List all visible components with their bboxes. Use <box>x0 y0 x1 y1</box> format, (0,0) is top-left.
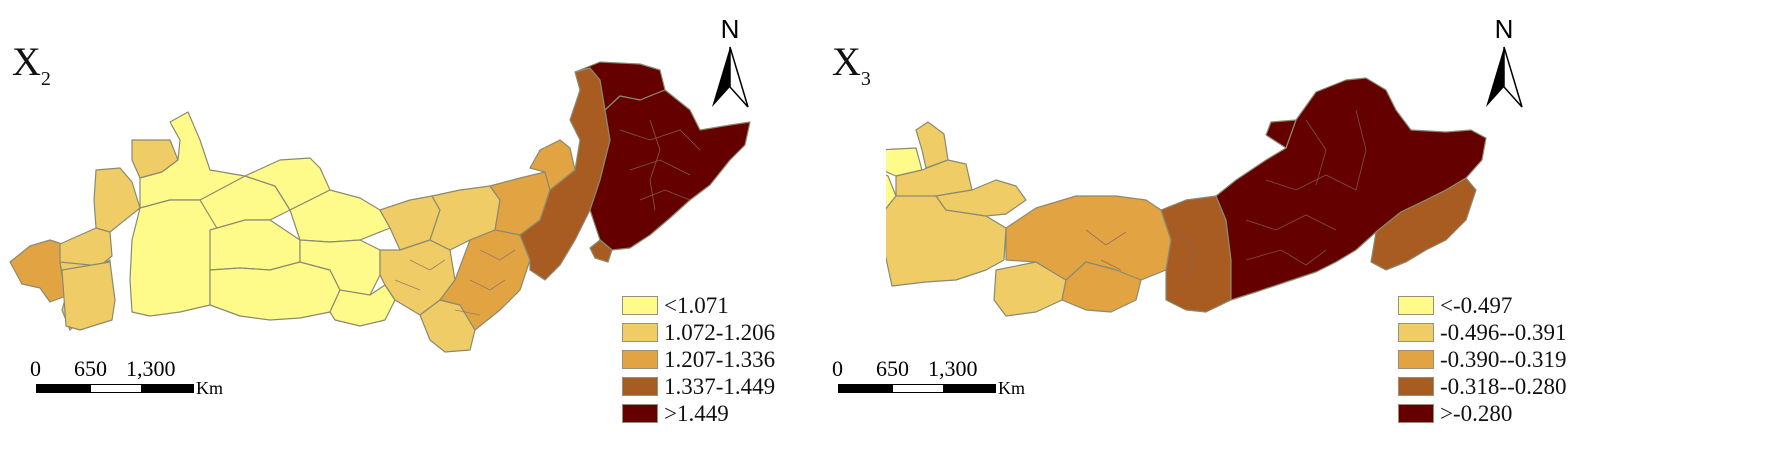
north-arrow-icon <box>1486 46 1523 108</box>
legend-item: 1.072-1.206 <box>622 319 775 346</box>
legend-swatch <box>1398 323 1434 342</box>
legend-swatch <box>1398 377 1434 396</box>
legend-swatch <box>622 350 658 369</box>
legend-item: -0.390--0.319 <box>1398 346 1566 373</box>
north-label: N <box>720 14 740 44</box>
legend-item: >-0.280 <box>1398 400 1566 427</box>
legend-item: 1.337-1.449 <box>622 373 775 400</box>
north-arrow: N <box>708 14 752 116</box>
map-panel-x3: X3 N <box>832 0 1772 465</box>
legend-swatch <box>622 404 658 423</box>
legend: <-0.497 -0.496--0.391 -0.390--0.319 -0.3… <box>1398 292 1566 427</box>
legend-swatch <box>1398 350 1434 369</box>
legend-item: 1.207-1.336 <box>622 346 775 373</box>
legend-swatch <box>622 323 658 342</box>
legend-swatch <box>622 377 658 396</box>
legend: <1.071 1.072-1.206 1.207-1.336 1.337-1.4… <box>622 292 775 427</box>
north-label: N <box>1494 14 1514 44</box>
north-arrow-icon <box>712 46 749 108</box>
scale-bar: 0 650 1,300 Km <box>832 356 1025 398</box>
map-title: X2 <box>12 39 51 90</box>
choropleth-map <box>886 77 1487 317</box>
map-panel-x2: X2 <box>9 14 775 427</box>
legend-swatch <box>1398 296 1434 315</box>
legend-item: <-0.497 <box>1398 292 1566 319</box>
legend-item: >1.449 <box>622 400 775 427</box>
choropleth-map <box>9 61 751 353</box>
legend-swatch <box>622 296 658 315</box>
north-arrow: N <box>1482 14 1526 116</box>
legend-swatch <box>1398 404 1434 423</box>
legend-item: -0.496--0.391 <box>1398 319 1566 346</box>
legend-item: -0.318--0.280 <box>1398 373 1566 400</box>
scale-bar: 0 650 1,300 Km <box>30 356 223 398</box>
map-title: X3 <box>832 39 871 90</box>
legend-item: <1.071 <box>622 292 775 319</box>
